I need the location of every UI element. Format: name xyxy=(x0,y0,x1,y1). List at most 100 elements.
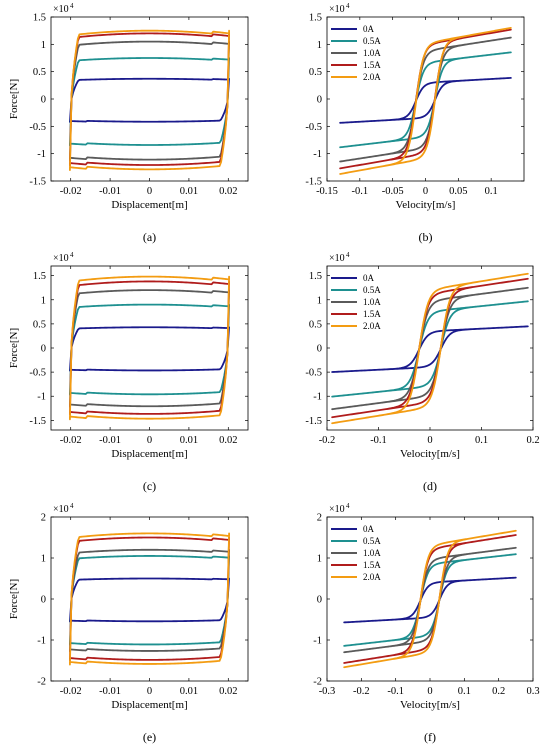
chart-panel-c: -0.02 -0.01 0 0.01 0.02 -1.5 -1 -0.5 0 0.5 1 1.5 ×10… xyxy=(8,251,249,493)
series-line-0-5A xyxy=(69,555,230,646)
y-tick-label: 0 xyxy=(317,344,322,355)
series-line-1-0A xyxy=(343,546,517,654)
exponent-power: 4 xyxy=(70,2,74,10)
y-tick-label: 1 xyxy=(317,554,322,565)
series-line-2-0A xyxy=(69,275,230,421)
series-group xyxy=(343,529,517,669)
legend-label: 2.0A xyxy=(363,572,381,582)
x-axis-title: Displacement[m] xyxy=(111,448,187,460)
panel-label: (f) xyxy=(424,730,436,744)
x-axis-title: Displacement[m] xyxy=(111,699,187,711)
x-tick-label: -0.05 xyxy=(382,186,404,197)
y-tick-label: 0 xyxy=(317,595,322,606)
series-line-2-0A xyxy=(69,532,230,666)
legend-label: 1.0A xyxy=(363,48,381,58)
y-tick-label: -2 xyxy=(37,677,46,688)
x-tick-label: 0.1 xyxy=(475,435,488,446)
x-tick-label: 0.3 xyxy=(526,686,539,697)
x-tick-label: 0.05 xyxy=(449,186,467,197)
series-line-0-5A xyxy=(69,303,230,396)
y-tick-label: -1.5 xyxy=(29,177,46,188)
legend: 0A 0.5A 1.0A 1.5A 2.0A xyxy=(331,24,381,82)
y-tick-label: -0.5 xyxy=(305,368,322,379)
series-line-0A xyxy=(331,325,529,373)
exponent-base: ×10 xyxy=(53,4,69,15)
panel-label: (e) xyxy=(143,730,156,744)
exponent-base: ×10 xyxy=(53,253,69,264)
x-tick-label: 0 xyxy=(147,186,152,197)
x-tick-label: -0.15 xyxy=(316,186,338,197)
x-tick-label: 0 xyxy=(427,435,432,446)
series-line-1-0A xyxy=(331,286,529,411)
x-tick-label: 0 xyxy=(423,186,428,197)
series-line-1-0A xyxy=(339,36,512,163)
y-tick-label: 1.5 xyxy=(309,13,322,24)
legend-label: 0A xyxy=(363,273,375,283)
y-tick-label: -1.5 xyxy=(29,416,46,427)
x-tick-label: -0.2 xyxy=(353,686,370,697)
series-line-1-0A xyxy=(69,548,230,653)
series-line-0A xyxy=(343,576,517,624)
x-axis-title: Displacement[m] xyxy=(111,199,187,211)
legend-label: 0.5A xyxy=(363,285,381,295)
x-tick-label: 0.01 xyxy=(180,186,198,197)
y-tick-label: 0.5 xyxy=(309,67,322,78)
x-axis-title: Velocity[m/s] xyxy=(400,699,460,711)
series-line-2-0A xyxy=(343,529,517,669)
y-tick-label: 1 xyxy=(41,295,46,306)
legend-label: 0A xyxy=(363,24,375,34)
y-tick-label: 2 xyxy=(41,513,46,524)
x-tick-label: 0.01 xyxy=(180,686,198,697)
panel-label: (b) xyxy=(419,230,433,244)
x-tick-label: -0.2 xyxy=(319,435,336,446)
legend-label: 0.5A xyxy=(363,536,381,546)
legend: 0A 0.5A 1.0A 1.5A 2.0A xyxy=(331,273,381,331)
legend-label: 1.5A xyxy=(363,560,381,570)
x-tick-label: -0.02 xyxy=(60,435,82,446)
series-line-0A xyxy=(339,77,512,124)
series-line-1-5A xyxy=(339,28,512,170)
y-tick-label: 1 xyxy=(317,295,322,306)
x-tick-label: 0.02 xyxy=(219,686,237,697)
exponent-base: ×10 xyxy=(329,504,345,515)
panel-label: (d) xyxy=(423,479,437,493)
x-tick-label: 0.1 xyxy=(458,686,471,697)
y-tick-label: -0.5 xyxy=(305,122,322,133)
y-axis-title: Force[N] xyxy=(8,79,20,119)
x-tick-label: 0 xyxy=(147,686,152,697)
chart-panel-f: -0.3 -0.2 -0.1 0 0.1 0.2 0.3 -2 -1 0 1 2 ×10 4 Velocit… xyxy=(313,502,539,744)
x-axis-title: Velocity[m/s] xyxy=(396,199,456,211)
series-line-0-5A xyxy=(339,51,512,149)
x-tick-label: 0.1 xyxy=(485,186,498,197)
x-tick-label: 0.2 xyxy=(526,435,539,446)
x-tick-label: -0.01 xyxy=(99,435,121,446)
y-tick-label: 1.5 xyxy=(309,271,322,282)
y-tick-label: -2 xyxy=(313,677,322,688)
x-tick-label: -0.02 xyxy=(60,686,82,697)
x-tick-label: 0.01 xyxy=(180,435,198,446)
x-axis-title: Velocity[m/s] xyxy=(400,448,460,460)
panel-label: (c) xyxy=(143,479,156,493)
x-tick-label: -0.3 xyxy=(319,686,336,697)
series-line-1-5A xyxy=(331,277,529,419)
y-tick-label: 2 xyxy=(317,513,322,524)
legend-label: 2.0A xyxy=(363,321,381,331)
y-tick-label: -1 xyxy=(37,392,46,403)
legend-label: 1.0A xyxy=(363,297,381,307)
y-tick-label: 0.5 xyxy=(309,319,322,330)
chart-panel-d: -0.2 -0.1 0 0.1 0.2 -1.5 -1 -0.5 0 0.5 1 1.5 ×10 4 Vel… xyxy=(305,251,539,493)
legend-label: 1.5A xyxy=(363,60,381,70)
chart-panel-e: -0.02 -0.01 0 0.01 0.02 -2 -1 0 1 2 ×10 4 Displaceme… xyxy=(8,502,249,744)
y-tick-label: -1 xyxy=(313,636,322,647)
series-line-0A xyxy=(69,326,230,372)
y-tick-label: 0 xyxy=(41,344,46,355)
x-tick-label: -0.1 xyxy=(352,186,369,197)
y-tick-label: 1 xyxy=(41,40,46,51)
y-tick-label: 0.5 xyxy=(33,67,46,78)
chart-panel-a: -0.02 -0.01 0 0.01 0.02 -1.5 -1 -0.5 0 0.5 1 1.5 ×10… xyxy=(8,2,249,244)
x-tick-label: 0.02 xyxy=(219,186,237,197)
series-line-1-0A xyxy=(69,289,230,408)
x-tick-label: -0.02 xyxy=(60,186,82,197)
legend-label: 1.0A xyxy=(363,548,381,558)
